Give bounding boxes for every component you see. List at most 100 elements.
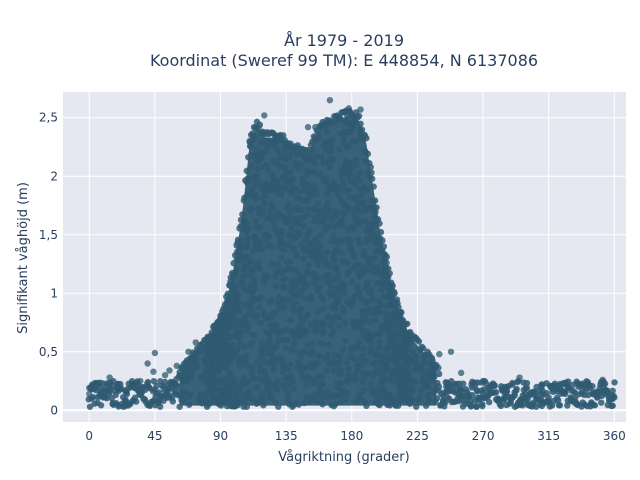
data-point (433, 362, 440, 369)
data-point (153, 382, 160, 390)
data-points (85, 96, 618, 410)
data-point (436, 350, 443, 358)
data-point (315, 129, 322, 136)
y-axis-ticks: 0 0,5 1 1,5 2 2,5 (39, 111, 58, 418)
data-point (519, 402, 526, 409)
data-point (357, 120, 364, 127)
x-tick-label: 360 (603, 429, 626, 443)
data-point (598, 399, 605, 406)
data-point (151, 349, 159, 357)
data-point (185, 348, 192, 355)
data-point (479, 402, 486, 410)
y-tick-label: 0 (50, 403, 58, 417)
data-point (345, 105, 353, 112)
data-point (231, 252, 239, 259)
data-point (312, 123, 319, 131)
data-point (173, 362, 180, 370)
data-point (88, 381, 96, 388)
data-point (150, 368, 157, 375)
data-point (379, 237, 386, 244)
data-point (156, 403, 164, 410)
data-point (523, 384, 531, 392)
chart-title: År 1979 - 2019 (284, 31, 404, 50)
data-point (447, 348, 455, 355)
data-point (538, 383, 545, 391)
data-point (492, 389, 500, 396)
data-point (608, 391, 615, 399)
data-point (386, 270, 393, 277)
data-point (560, 389, 567, 396)
data-point (459, 380, 467, 387)
data-point (158, 382, 166, 389)
data-point (468, 381, 475, 388)
data-point (242, 177, 249, 184)
data-point (497, 402, 505, 410)
data-point (589, 382, 596, 390)
data-point (591, 402, 599, 409)
y-axis-title: Signifikant våghöjd (m) (16, 182, 31, 334)
data-point (567, 387, 574, 394)
data-point (329, 118, 337, 126)
data-point (574, 380, 582, 387)
data-point (581, 383, 589, 391)
data-point (415, 338, 423, 345)
data-point (370, 183, 377, 190)
data-point (166, 367, 173, 374)
data-point (373, 204, 380, 211)
x-tick-label: 225 (406, 429, 429, 443)
data-point (467, 397, 474, 405)
data-point (457, 369, 465, 377)
data-point (106, 374, 113, 381)
data-point (245, 154, 252, 161)
data-point (215, 318, 223, 325)
data-point (611, 379, 618, 386)
data-point (355, 112, 363, 120)
data-point (513, 387, 520, 394)
data-point (161, 371, 169, 379)
data-point (554, 396, 562, 404)
data-point (243, 167, 250, 175)
data-point (589, 390, 596, 398)
x-tick-label: 270 (472, 429, 495, 443)
data-point (501, 383, 509, 391)
data-point (363, 134, 370, 142)
data-point (246, 137, 253, 145)
data-point (473, 403, 480, 410)
data-point (371, 197, 379, 204)
data-point (256, 121, 264, 129)
data-point (599, 376, 606, 384)
data-point (404, 320, 411, 327)
data-point (144, 360, 151, 367)
data-point (485, 398, 493, 406)
data-point (336, 115, 344, 122)
x-tick-label: 135 (275, 429, 298, 443)
data-point (86, 403, 94, 410)
data-point (549, 386, 557, 393)
data-point (564, 402, 571, 409)
data-point (306, 146, 313, 154)
x-axis-ticks: 0 45 90 135 180 225 270 315 360 (85, 429, 625, 443)
data-point (304, 123, 312, 131)
x-tick-label: 315 (537, 429, 560, 443)
data-point (261, 112, 268, 119)
x-tick-label: 90 (213, 429, 228, 443)
data-point (129, 381, 137, 388)
data-point (221, 301, 229, 309)
data-point (367, 163, 374, 171)
data-point (435, 370, 443, 378)
data-point (97, 402, 105, 409)
y-tick-label: 1 (50, 286, 58, 300)
data-point (224, 290, 232, 298)
data-point (240, 197, 248, 204)
x-tick-label: 0 (85, 429, 93, 443)
data-point (141, 396, 148, 403)
data-point (564, 378, 572, 385)
data-point (132, 398, 140, 405)
data-point (467, 403, 475, 410)
data-point (420, 345, 427, 352)
y-tick-label: 2,5 (39, 111, 58, 125)
data-point (383, 253, 390, 261)
data-point (516, 374, 523, 381)
data-point (228, 269, 236, 277)
